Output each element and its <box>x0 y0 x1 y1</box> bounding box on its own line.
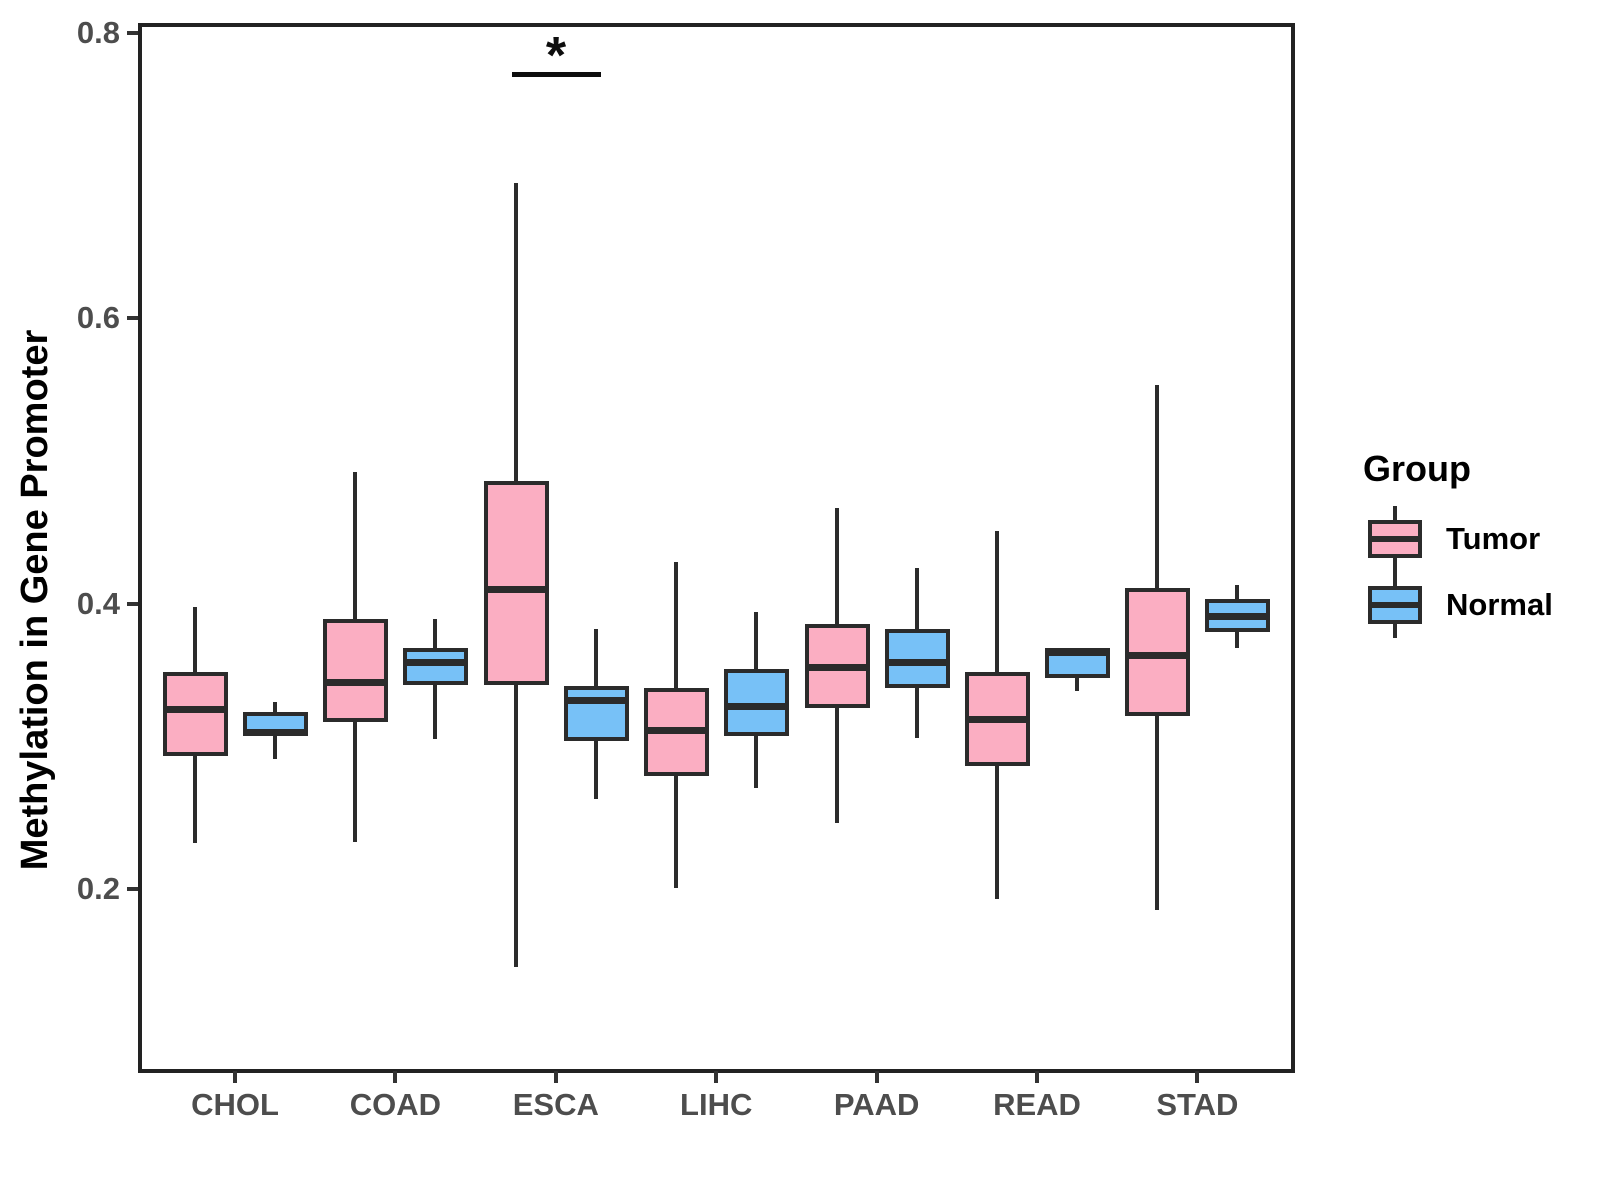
box-tumor-coad <box>323 619 389 723</box>
box-tumor-chol <box>163 672 228 757</box>
median-normal-coad <box>403 658 469 666</box>
box-tumor-esca <box>483 480 549 685</box>
median-normal-lihc <box>724 702 790 710</box>
x-tick-label: ESCA <box>512 1087 599 1122</box>
x-tick-label: PAAD <box>833 1087 920 1122</box>
x-tick-mark <box>233 1071 237 1083</box>
plot-panel <box>138 23 1295 1073</box>
x-tick-label: READ <box>993 1087 1081 1122</box>
x-tick-label: LIHC <box>680 1087 753 1122</box>
x-tick-label: STAD <box>1156 1087 1239 1122</box>
median-tumor-esca <box>483 585 549 593</box>
box-normal-lihc <box>724 669 790 737</box>
median-normal-read <box>1045 648 1110 656</box>
median-tumor-lihc <box>644 727 710 735</box>
y-tick-label: 0.8 <box>76 15 120 50</box>
legend-entry-tumor: Tumor <box>1368 506 1595 572</box>
median-tumor-paad <box>804 664 870 672</box>
x-tick-mark <box>1035 1071 1039 1083</box>
y-tick-mark <box>127 31 138 35</box>
median-normal-chol <box>243 728 308 736</box>
x-tick-mark <box>553 1071 558 1083</box>
x-tick-mark <box>1195 1071 1200 1083</box>
median-normal-stad <box>1205 613 1271 621</box>
x-tick-label: COAD <box>349 1087 442 1122</box>
legend-entry-normal: Normal <box>1368 572 1595 638</box>
box-normal-coad <box>403 647 469 685</box>
median-normal-paad <box>884 658 950 666</box>
y-tick-mark <box>127 316 138 321</box>
y-tick-label: 0.6 <box>76 300 120 336</box>
significance-asterisk: * <box>545 27 567 85</box>
legend-title: Group <box>1363 448 1471 489</box>
median-tumor-chol <box>163 705 228 713</box>
x-tick-mark <box>714 1071 719 1083</box>
significance-bar <box>512 72 601 77</box>
y-tick-label: 0.2 <box>76 871 120 907</box>
y-tick-mark <box>127 601 138 606</box>
legend-label-normal: Normal <box>1446 587 1553 622</box>
x-tick-mark <box>393 1071 398 1083</box>
median-tumor-read <box>965 715 1030 723</box>
box-normal-paad <box>884 629 950 688</box>
y-tick-mark <box>127 887 138 892</box>
box-normal-esca <box>563 686 629 741</box>
median-tumor-coad <box>323 678 389 686</box>
legend: Group Tumor Normal <box>1345 448 1595 638</box>
median-tumor-stad <box>1125 651 1191 659</box>
x-tick-label: CHOL <box>191 1087 279 1122</box>
y-tick-label: 0.4 <box>76 585 120 621</box>
x-tick-mark <box>874 1071 879 1083</box>
median-normal-esca <box>563 697 629 705</box>
legend-label-tumor: Tumor <box>1446 521 1541 556</box>
tumor-boxplot-key-icon <box>1368 506 1422 572</box>
normal-boxplot-key-icon <box>1368 572 1422 638</box>
